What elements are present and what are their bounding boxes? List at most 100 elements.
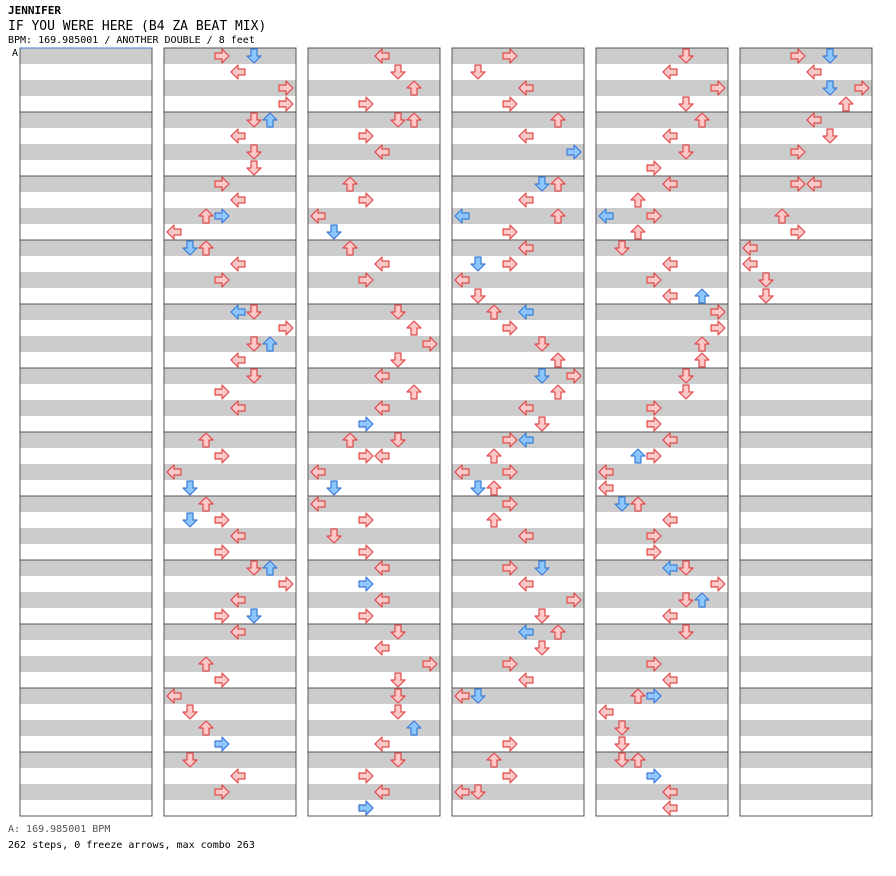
band-stripe — [452, 784, 584, 800]
step-arrow-down — [614, 240, 630, 256]
step-arrow-left — [518, 432, 534, 448]
step-arrow-down — [182, 512, 198, 528]
band-stripe — [20, 208, 152, 224]
step-arrow-down — [390, 672, 406, 688]
step-arrow-right — [214, 544, 230, 560]
band-stripe — [308, 208, 440, 224]
band-stripe — [164, 496, 296, 512]
step-arrow-up — [838, 96, 854, 112]
step-arrow-left — [598, 480, 614, 496]
band-stripe — [308, 496, 440, 512]
step-arrow-left — [662, 64, 678, 80]
step-arrow-left — [374, 560, 390, 576]
step-arrow-right — [710, 576, 726, 592]
step-arrow-left — [166, 688, 182, 704]
band-stripe — [452, 176, 584, 192]
step-arrow-right — [358, 96, 374, 112]
band-stripe — [164, 528, 296, 544]
band-stripe — [452, 720, 584, 736]
step-arrow-up — [486, 448, 502, 464]
step-arrow-right — [710, 304, 726, 320]
step-arrow-down — [246, 336, 262, 352]
step-arrow-left — [374, 144, 390, 160]
step-arrow-down — [758, 288, 774, 304]
step-arrow-left — [518, 192, 534, 208]
band-stripe — [740, 656, 872, 672]
band-stripe — [164, 688, 296, 704]
band-stripe — [164, 272, 296, 288]
step-arrow-right — [790, 176, 806, 192]
band-stripe — [308, 368, 440, 384]
step-arrow-down — [326, 480, 342, 496]
band-stripe — [308, 688, 440, 704]
step-arrow-right — [566, 368, 582, 384]
step-arrow-right — [214, 512, 230, 528]
band-stripe — [596, 240, 728, 256]
step-arrow-left — [518, 304, 534, 320]
step-arrow-left — [374, 736, 390, 752]
step-arrow-right — [566, 144, 582, 160]
step-arrow-right — [646, 544, 662, 560]
step-arrow-down — [614, 720, 630, 736]
band-stripe — [164, 464, 296, 480]
band-stripe — [20, 240, 152, 256]
step-arrow-down — [182, 240, 198, 256]
step-arrow-up — [550, 208, 566, 224]
band-stripe — [308, 48, 440, 64]
step-arrow-right — [358, 272, 374, 288]
step-arrow-right — [214, 784, 230, 800]
step-arrow-left — [374, 640, 390, 656]
step-arrow-down — [470, 256, 486, 272]
step-arrow-left — [518, 624, 534, 640]
step-arrow-left — [230, 128, 246, 144]
band-stripe — [452, 368, 584, 384]
step-arrow-right — [358, 416, 374, 432]
band-stripe — [740, 688, 872, 704]
band-stripe — [164, 240, 296, 256]
step-arrow-right — [646, 656, 662, 672]
band-stripe — [20, 656, 152, 672]
footer-stats: 262 steps, 0 freeze arrows, max combo 26… — [8, 840, 255, 851]
band-stripe — [596, 496, 728, 512]
band-stripe — [164, 336, 296, 352]
step-arrow-up — [630, 448, 646, 464]
step-arrow-up — [630, 224, 646, 240]
band-stripe — [452, 656, 584, 672]
step-arrow-up — [486, 304, 502, 320]
band-stripe — [308, 528, 440, 544]
step-arrow-left — [806, 64, 822, 80]
band-stripe — [164, 80, 296, 96]
band-stripe — [308, 112, 440, 128]
band-stripe — [452, 592, 584, 608]
step-arrow-down — [614, 752, 630, 768]
step-arrow-right — [646, 400, 662, 416]
artist-name: JENNIFER — [8, 4, 61, 17]
step-arrow-up — [262, 560, 278, 576]
step-arrow-left — [662, 176, 678, 192]
band-stripe — [452, 80, 584, 96]
band-stripe — [596, 624, 728, 640]
step-arrow-up — [262, 112, 278, 128]
band-stripe — [20, 336, 152, 352]
step-arrow-up — [406, 112, 422, 128]
step-arrow-right — [422, 656, 438, 672]
step-arrow-right — [358, 192, 374, 208]
step-arrow-down — [534, 560, 550, 576]
band-stripe — [20, 432, 152, 448]
band-stripe — [740, 368, 872, 384]
band-stripe — [740, 624, 872, 640]
step-arrow-left — [662, 128, 678, 144]
step-arrow-down — [182, 704, 198, 720]
step-arrow-left — [230, 64, 246, 80]
band-stripe — [20, 400, 152, 416]
band-stripe — [20, 592, 152, 608]
step-arrow-right — [358, 512, 374, 528]
step-arrow-left — [518, 80, 534, 96]
step-arrow-left — [310, 496, 326, 512]
step-arrow-down — [678, 384, 694, 400]
band-stripe — [452, 624, 584, 640]
step-arrow-up — [694, 112, 710, 128]
band-stripe — [20, 496, 152, 512]
band-stripe — [308, 240, 440, 256]
band-stripe — [740, 432, 872, 448]
